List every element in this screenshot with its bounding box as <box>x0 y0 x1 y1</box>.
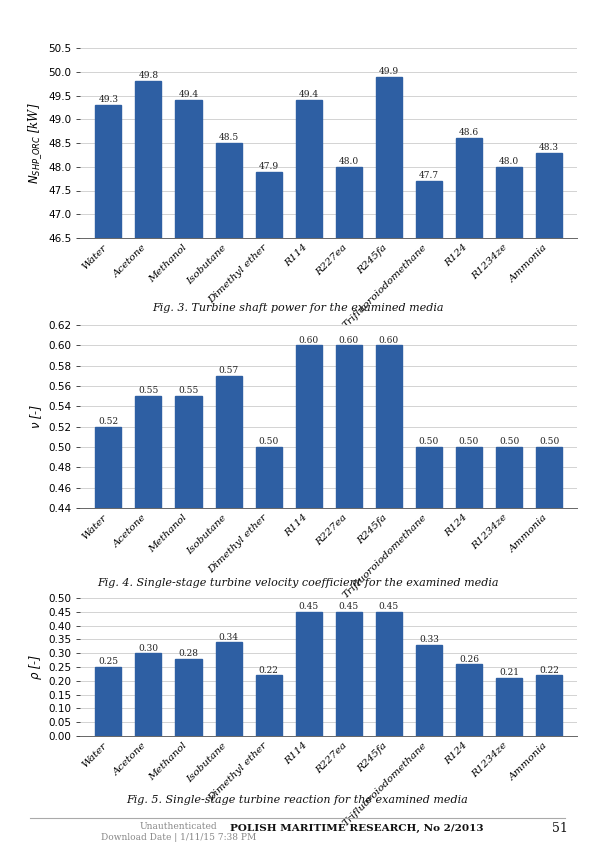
Bar <box>256 675 281 736</box>
Bar <box>536 447 562 842</box>
Bar <box>215 376 242 842</box>
Text: 0.30: 0.30 <box>139 643 158 653</box>
Text: 51: 51 <box>552 822 568 835</box>
Text: 49.3: 49.3 <box>98 95 118 104</box>
Bar <box>496 447 522 842</box>
Text: 0.60: 0.60 <box>339 336 359 344</box>
Text: 0.28: 0.28 <box>178 649 199 658</box>
Bar <box>215 642 242 736</box>
Text: 0.45: 0.45 <box>339 602 359 611</box>
Text: 0.50: 0.50 <box>459 437 479 446</box>
Bar <box>95 667 121 736</box>
Text: 48.3: 48.3 <box>539 143 559 152</box>
Bar <box>176 100 202 842</box>
Bar <box>416 447 442 842</box>
Y-axis label: $\rho$ [-]: $\rho$ [-] <box>27 654 44 680</box>
Bar <box>136 653 161 736</box>
Text: 49.9: 49.9 <box>379 67 399 76</box>
Bar <box>376 77 402 842</box>
Bar <box>416 181 442 842</box>
Text: 0.60: 0.60 <box>299 336 319 344</box>
Y-axis label: $\nu$ [-]: $\nu$ [-] <box>28 404 44 429</box>
Bar <box>296 100 322 842</box>
Text: 0.55: 0.55 <box>138 386 159 396</box>
Bar <box>136 397 161 842</box>
Text: 0.50: 0.50 <box>539 437 559 446</box>
Text: Fig. 3. Turbine shaft power for the examined media: Fig. 3. Turbine shaft power for the exam… <box>152 303 443 313</box>
Bar <box>536 152 562 842</box>
Bar <box>176 397 202 842</box>
Text: 0.33: 0.33 <box>419 636 439 644</box>
Bar <box>376 345 402 842</box>
Bar <box>536 675 562 736</box>
Y-axis label: $N_{SHP\_ORC}$ [kW]: $N_{SHP\_ORC}$ [kW] <box>26 102 44 184</box>
Text: 48.6: 48.6 <box>459 129 479 137</box>
Text: 48.0: 48.0 <box>339 157 359 166</box>
Bar <box>136 81 161 842</box>
Text: 0.57: 0.57 <box>218 366 239 375</box>
Text: 0.45: 0.45 <box>378 602 399 611</box>
Text: 48.0: 48.0 <box>499 157 519 166</box>
Text: 48.5: 48.5 <box>218 133 239 142</box>
Text: 0.34: 0.34 <box>218 632 239 642</box>
Text: 0.22: 0.22 <box>539 666 559 674</box>
Text: 0.52: 0.52 <box>98 417 118 426</box>
Bar <box>336 345 362 842</box>
Bar <box>496 167 522 842</box>
Text: Fig. 4. Single-stage turbine velocity coefficient for the examined media: Fig. 4. Single-stage turbine velocity co… <box>97 578 498 588</box>
Text: 0.22: 0.22 <box>259 666 278 674</box>
Bar <box>215 143 242 842</box>
Text: 0.50: 0.50 <box>499 437 519 446</box>
Bar <box>496 678 522 736</box>
Bar <box>336 612 362 736</box>
Bar <box>95 427 121 842</box>
Text: 0.60: 0.60 <box>379 336 399 344</box>
Bar <box>296 612 322 736</box>
Text: Fig. 5. Single-stage turbine reaction for the examined media: Fig. 5. Single-stage turbine reaction fo… <box>127 795 468 805</box>
Text: POLISH MARITIME RESEARCH, No 2/2013: POLISH MARITIME RESEARCH, No 2/2013 <box>230 824 484 833</box>
Bar <box>95 105 121 842</box>
Text: 49.4: 49.4 <box>299 90 319 99</box>
Text: 0.50: 0.50 <box>419 437 439 446</box>
Text: 49.4: 49.4 <box>178 90 199 99</box>
Bar <box>456 664 482 736</box>
Text: 0.45: 0.45 <box>299 602 319 611</box>
Text: 0.50: 0.50 <box>258 437 279 446</box>
Text: Unauthenticated
Download Date | 1/11/15 7:38 PM: Unauthenticated Download Date | 1/11/15 … <box>101 822 256 842</box>
Bar <box>416 645 442 736</box>
Text: 47.9: 47.9 <box>259 162 278 171</box>
Text: 0.26: 0.26 <box>459 655 479 663</box>
Bar <box>456 447 482 842</box>
Text: 49.8: 49.8 <box>139 72 158 81</box>
Bar <box>296 345 322 842</box>
Bar <box>176 658 202 736</box>
Text: 47.7: 47.7 <box>419 171 439 180</box>
Bar <box>376 612 402 736</box>
Text: 0.55: 0.55 <box>178 386 199 396</box>
Text: 0.21: 0.21 <box>499 669 519 678</box>
Bar <box>456 138 482 842</box>
Bar <box>336 167 362 842</box>
Text: 0.25: 0.25 <box>98 658 118 667</box>
Bar <box>256 447 281 842</box>
Bar <box>256 172 281 842</box>
